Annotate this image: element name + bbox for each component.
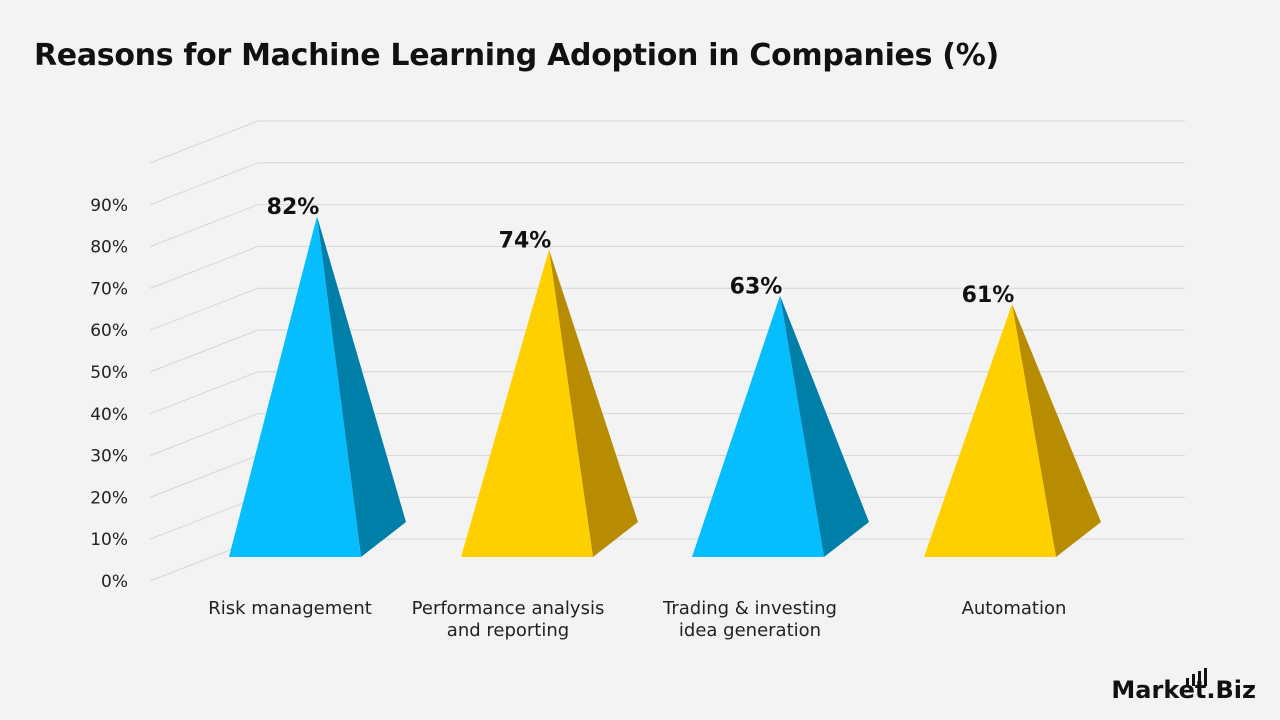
data-label-2: 74% <box>499 229 552 254</box>
pyramid-side-2 <box>549 249 638 557</box>
category-label-3: Trading & investing <box>662 598 837 619</box>
pyramid-front-1 <box>229 216 361 558</box>
y-tick-label: 60% <box>90 321 128 341</box>
gridline-diagonal <box>149 162 259 206</box>
y-tick-label: 0% <box>101 572 128 592</box>
chart-title: Reasons for Machine Learning Adoption in… <box>34 38 999 73</box>
gridline-diagonal <box>149 496 259 540</box>
gridline-diagonal <box>149 245 259 289</box>
category-label-2: Performance analysis <box>412 598 605 619</box>
pyramid-side-4 <box>1012 304 1101 557</box>
pyramid-front-2 <box>461 249 593 557</box>
y-tick-label: 80% <box>90 238 128 258</box>
bar-chart-icon <box>1186 668 1207 686</box>
category-label-3: idea generation <box>679 620 821 641</box>
data-label-1: 82% <box>267 195 320 220</box>
gridline-diagonal <box>149 287 259 331</box>
pyramid-front-3 <box>692 295 824 557</box>
y-tick-label: 40% <box>90 405 128 425</box>
gridline-diagonal <box>149 120 259 164</box>
y-tick-label: 20% <box>90 488 128 508</box>
brand-logo: Market.Biz <box>1111 676 1256 704</box>
gridline-diagonal <box>149 413 259 457</box>
pyramid-side-3 <box>780 295 869 557</box>
category-label-2: and reporting <box>447 620 569 641</box>
gridline-diagonal <box>149 371 259 415</box>
y-tick-label: 50% <box>90 363 128 383</box>
y-tick-label: 10% <box>90 530 128 550</box>
gridline-diagonal <box>149 454 259 498</box>
category-label-4: Automation <box>962 598 1067 619</box>
y-axis: 0% 10% 20% 30% 40% 50% 60% 70% 80% 90% <box>90 196 128 592</box>
gridline-diagonal <box>149 329 259 373</box>
data-label-4: 61% <box>962 283 1015 308</box>
pyramid-side-1 <box>317 216 406 558</box>
y-tick-label: 70% <box>90 279 128 299</box>
bars-layer: 82% 74% 63% 61% <box>229 195 1101 558</box>
pyramid-front-4 <box>924 304 1056 557</box>
category-label-1: Risk management <box>208 598 372 619</box>
data-label-3: 63% <box>730 275 783 300</box>
gridline-diagonal <box>149 204 259 248</box>
y-tick-label: 30% <box>90 447 128 467</box>
y-tick-label: 90% <box>90 196 128 216</box>
